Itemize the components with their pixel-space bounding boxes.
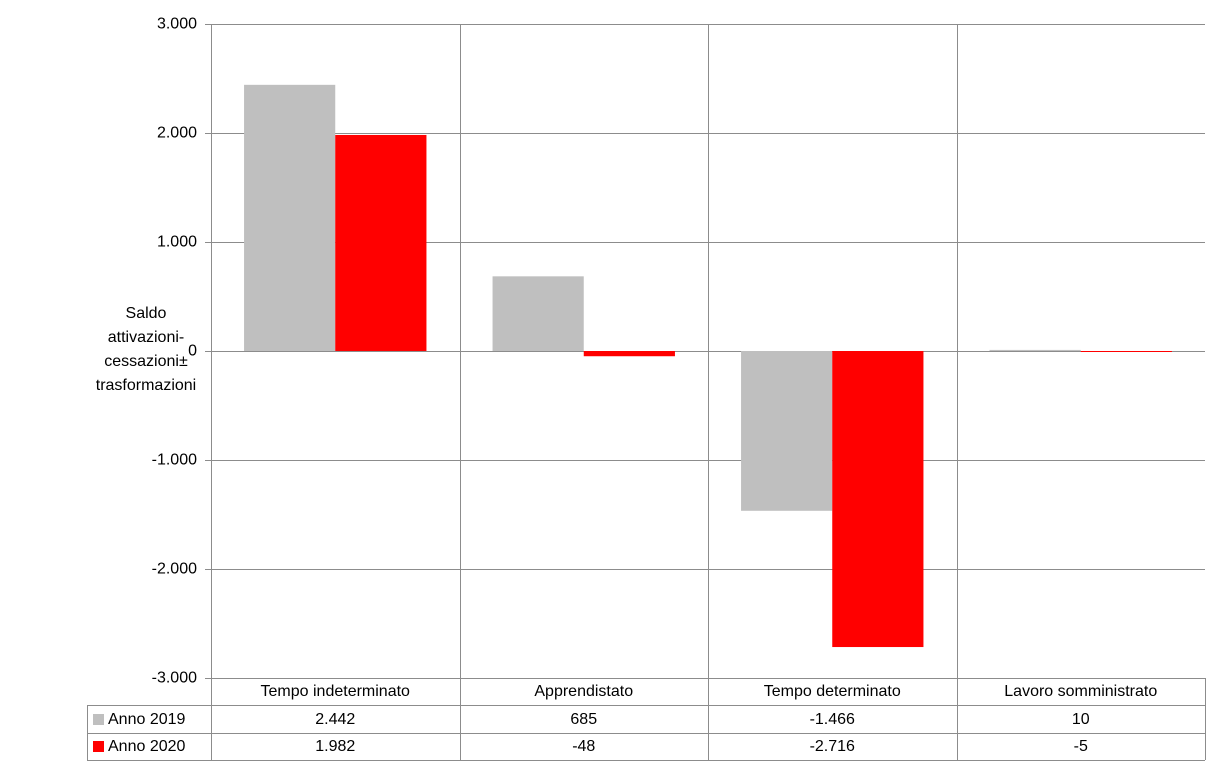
table-value: -48 bbox=[572, 738, 595, 755]
legend-label: Anno 2020 bbox=[108, 738, 186, 755]
bar bbox=[741, 351, 833, 511]
table-value: 685 bbox=[570, 711, 597, 728]
legend-label: Anno 2019 bbox=[108, 711, 186, 728]
x-tick-label: Apprendistato bbox=[534, 683, 633, 700]
y-tick-label: -2.000 bbox=[152, 561, 197, 578]
y-tick-label: 2.000 bbox=[157, 125, 197, 142]
bar bbox=[989, 349, 1081, 351]
y-axis-label: Saldo attivazioni-cessazioni± trasformaz… bbox=[95, 305, 197, 394]
bar bbox=[583, 351, 675, 357]
y-tick-label: -1.000 bbox=[152, 452, 197, 469]
y-tick-label: 3.000 bbox=[157, 16, 197, 33]
y-tick-label: 0 bbox=[188, 343, 197, 360]
legend-swatch bbox=[93, 714, 104, 725]
table-value: -1.466 bbox=[810, 711, 855, 728]
bar bbox=[1080, 351, 1172, 352]
bar bbox=[244, 84, 336, 352]
table-value: 10 bbox=[1072, 711, 1090, 728]
legend-swatch bbox=[93, 741, 104, 752]
table-value: -2.716 bbox=[810, 738, 855, 755]
table-value: 2.442 bbox=[315, 711, 355, 728]
x-tick-label: Tempo indeterminato bbox=[261, 683, 411, 700]
bar bbox=[832, 351, 924, 648]
x-tick-label: Tempo determinato bbox=[764, 683, 901, 700]
y-tick-label: -3.000 bbox=[152, 670, 197, 687]
table-value: -5 bbox=[1074, 738, 1088, 755]
bar bbox=[335, 134, 427, 351]
y-tick-label: 1.000 bbox=[157, 234, 197, 251]
table-value: 1.982 bbox=[315, 738, 355, 755]
bar bbox=[492, 276, 584, 351]
x-tick-label: Lavoro somministrato bbox=[1004, 683, 1157, 700]
